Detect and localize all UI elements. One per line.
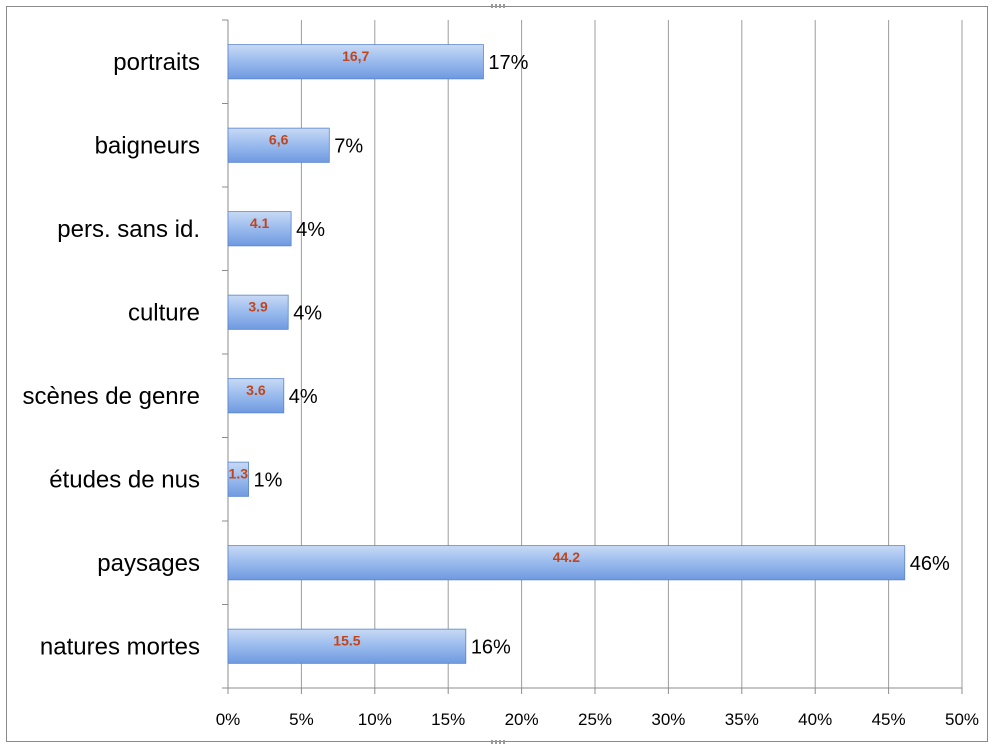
grid-lines: [300, 20, 963, 688]
x-tick-label: 50%: [945, 710, 979, 729]
inner-data-label: 1.3: [229, 465, 249, 481]
category-label: baigneurs: [95, 132, 200, 159]
category-label: culture: [128, 299, 200, 326]
value-label: 16%: [471, 636, 511, 658]
category-label: portraits: [113, 49, 200, 76]
value-label: 7%: [334, 135, 363, 157]
inner-data-label: 6,6: [269, 131, 289, 147]
category-label: pers. sans id.: [57, 216, 200, 243]
x-tick-label: 45%: [872, 710, 906, 729]
inner-data-label: 3.6: [246, 382, 266, 398]
x-tick-label: 25%: [578, 710, 612, 729]
bar: [227, 545, 906, 581]
x-tick-label: 10%: [358, 710, 392, 729]
x-tick-label: 0%: [216, 710, 241, 729]
value-label: 4%: [296, 219, 325, 241]
chart-frame: [6, 6, 988, 742]
bars: [227, 44, 906, 664]
inner-data-label: 15.5: [333, 632, 360, 648]
value-label: 17%: [488, 52, 528, 74]
axes: [222, 19, 963, 694]
bar: [227, 628, 467, 664]
value-label: 1%: [254, 469, 283, 491]
inner-data-label: 16,7: [342, 48, 369, 64]
x-tick-label: 35%: [725, 710, 759, 729]
inner-data-label: 44.2: [553, 549, 580, 565]
bar: [227, 127, 330, 163]
bottom-resize-handle[interactable]: [491, 740, 505, 744]
bar: [227, 211, 292, 247]
bar: [227, 44, 484, 80]
category-label: scènes de genre: [23, 383, 200, 410]
labels: 0% 5% 10% 15% 20% 25% 30% 35% 40% 45% 50% portraits…: [23, 48, 979, 729]
x-tick-label: 30%: [651, 710, 685, 729]
bar: [227, 461, 249, 497]
top-resize-handle[interactable]: [491, 4, 505, 8]
value-label: 4%: [289, 386, 318, 408]
x-tick-label: 5%: [289, 710, 314, 729]
inner-data-label: 3.9: [248, 298, 268, 314]
category-label: paysages: [97, 550, 200, 577]
inner-data-label: 4.1: [250, 215, 270, 231]
value-label: 46%: [910, 553, 950, 575]
bar: [227, 378, 285, 414]
bar: [227, 294, 289, 330]
x-tick-label: 15%: [431, 710, 465, 729]
value-label: 4%: [293, 302, 322, 324]
category-label: études de nus: [49, 466, 200, 493]
x-tick-label: 40%: [798, 710, 832, 729]
category-label: natures mortes: [40, 633, 200, 660]
x-tick-label: 20%: [505, 710, 539, 729]
